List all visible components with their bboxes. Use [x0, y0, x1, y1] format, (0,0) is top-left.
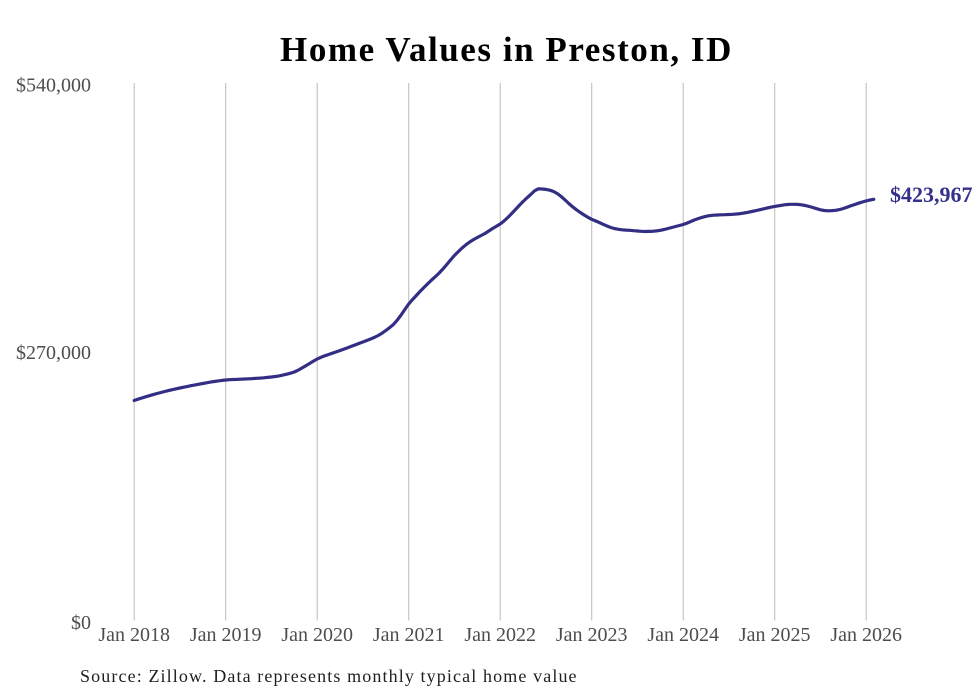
svg-text:Jan 2026: Jan 2026 [830, 624, 902, 646]
svg-text:Jan 2019: Jan 2019 [190, 624, 262, 646]
svg-text:$0: $0 [71, 612, 91, 634]
svg-text:Jan 2018: Jan 2018 [98, 624, 170, 646]
svg-text:Jan 2021: Jan 2021 [373, 624, 445, 646]
svg-text:Jan 2022: Jan 2022 [464, 624, 536, 646]
svg-text:Jan 2025: Jan 2025 [739, 624, 811, 646]
svg-text:Source: Zillow. Data represent: Source: Zillow. Data represents monthly … [80, 666, 578, 686]
svg-text:Jan 2023: Jan 2023 [556, 624, 628, 646]
svg-text:$270,000: $270,000 [16, 342, 91, 364]
svg-text:$423,967: $423,967 [890, 182, 973, 207]
svg-text:$540,000: $540,000 [16, 74, 91, 96]
svg-text:Jan 2020: Jan 2020 [281, 624, 353, 646]
svg-text:Home Values in Preston, ID: Home Values in Preston, ID [280, 30, 733, 69]
svg-text:Jan 2024: Jan 2024 [647, 624, 719, 646]
